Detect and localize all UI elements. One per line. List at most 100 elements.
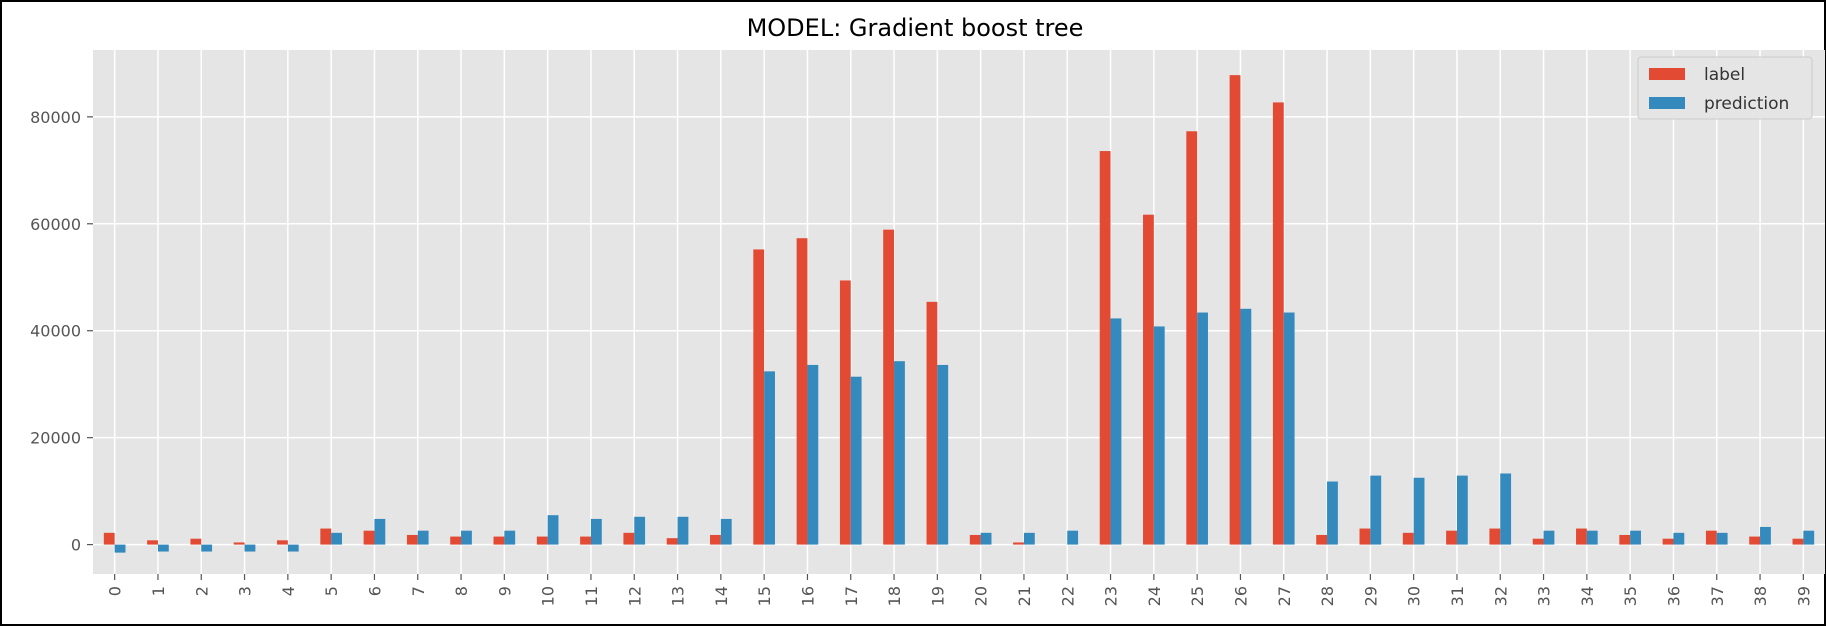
x-tick-label: 31 [1448, 586, 1467, 606]
x-tick-label: 27 [1275, 586, 1294, 606]
x-tick-label: 1 [149, 586, 168, 596]
bar-prediction-19 [937, 364, 949, 545]
bar-prediction-3 [244, 544, 256, 552]
bar-label-26 [1229, 75, 1241, 545]
x-tick-label: 6 [365, 586, 384, 596]
bar-label-6 [363, 530, 375, 545]
bar-prediction-31 [1456, 475, 1468, 545]
bar-prediction-29 [1370, 475, 1382, 545]
x-tick-label: 33 [1535, 586, 1554, 606]
bar-prediction-14 [720, 518, 732, 545]
x-tick-label: 4 [279, 586, 298, 596]
bar-prediction-37 [1716, 532, 1728, 545]
bar-label-14 [710, 534, 721, 545]
x-tick-label: 12 [625, 586, 644, 606]
x-tick-label: 38 [1751, 586, 1770, 606]
bar-label-3 [233, 542, 245, 545]
bar-label-9 [493, 536, 505, 545]
x-tick-label: 8 [452, 586, 471, 596]
bar-label-34 [1576, 528, 1587, 545]
bar-label-35 [1619, 534, 1631, 545]
x-tick-label: 9 [495, 586, 514, 596]
bar-prediction-10 [547, 515, 559, 545]
bar-prediction-36 [1673, 532, 1685, 545]
x-tick-label: 24 [1145, 586, 1164, 606]
x-tick-label: 17 [842, 586, 861, 606]
bar-label-18 [883, 229, 895, 545]
bar-label-23 [1099, 151, 1111, 545]
x-tick-label: 35 [1621, 586, 1640, 606]
bar-prediction-39 [1803, 530, 1815, 545]
x-tick-label: 13 [669, 586, 688, 606]
bar-prediction-20 [980, 532, 992, 545]
bar-label-2 [190, 538, 202, 545]
bar-prediction-6 [374, 518, 386, 545]
x-tick-label: 29 [1361, 586, 1380, 606]
bar-prediction-11 [590, 518, 602, 545]
bar-prediction-22 [1067, 530, 1079, 545]
x-tick-label: 21 [1015, 586, 1034, 606]
bar-label-28 [1316, 534, 1328, 545]
bar-prediction-34 [1586, 530, 1598, 545]
bar-prediction-25 [1197, 312, 1208, 545]
x-tick-label: 20 [972, 586, 991, 606]
bar-prediction-15 [764, 371, 775, 545]
bar-label-31 [1446, 530, 1457, 545]
bar-label-8 [450, 536, 462, 545]
x-tick-label: 34 [1578, 586, 1597, 606]
bar-prediction-38 [1760, 526, 1771, 545]
x-tick-label: 37 [1708, 586, 1727, 606]
bar-prediction-16 [807, 364, 819, 545]
bar-prediction-32 [1500, 473, 1512, 545]
bar-prediction-17 [850, 376, 862, 545]
legend-label-label: label [1704, 65, 1745, 85]
y-axis-ticks: 0 20000 40000 60000 80000 [30, 108, 93, 555]
bar-prediction-1 [157, 544, 169, 552]
bar-label-1 [147, 540, 158, 545]
x-tick-label: 0 [106, 586, 125, 596]
bar-prediction-9 [504, 530, 516, 545]
legend-swatch-label [1649, 68, 1685, 80]
y-tick-label: 20000 [30, 429, 81, 448]
x-tick-label: 30 [1405, 586, 1424, 606]
x-tick-label: 32 [1491, 586, 1510, 606]
x-tick-label: 18 [885, 586, 904, 606]
bar-label-36 [1662, 538, 1674, 545]
x-tick-label: 7 [409, 586, 428, 596]
x-axis-ticks: 0 1 2 3 4 5 6 7 8 9 10 11 12 13 14 15 16 17 18 19 20 21 22 23 24… [106, 574, 1813, 606]
bar-prediction-12 [634, 516, 646, 545]
bar-prediction-7 [417, 530, 429, 545]
bar-prediction-0 [114, 544, 126, 553]
bar-label-37 [1705, 530, 1717, 545]
x-tick-label: 2 [192, 586, 211, 596]
bar-label-38 [1749, 536, 1761, 545]
x-tick-label: 26 [1231, 586, 1250, 606]
bar-label-11 [580, 536, 591, 545]
x-tick-label: 16 [798, 586, 817, 606]
bar-label-10 [536, 536, 548, 545]
bars [103, 75, 1815, 553]
bar-label-15 [753, 249, 765, 545]
plot-area [93, 50, 1825, 574]
bar-label-27 [1272, 102, 1284, 545]
y-tick-label: 40000 [30, 322, 81, 341]
x-tick-label: 11 [582, 586, 601, 606]
bar-label-30 [1402, 532, 1414, 545]
x-tick-label: 19 [928, 586, 947, 606]
bar-label-17 [839, 280, 851, 545]
bar-label-33 [1532, 538, 1544, 545]
bar-prediction-2 [201, 544, 213, 552]
x-tick-label: 15 [755, 586, 774, 606]
x-tick-label: 5 [322, 586, 341, 596]
bar-prediction-18 [894, 361, 905, 545]
bar-label-5 [320, 528, 332, 545]
bar-label-7 [406, 534, 418, 545]
bar-label-16 [796, 238, 808, 545]
bar-prediction-24 [1153, 326, 1165, 545]
x-tick-label: 3 [236, 586, 255, 596]
bar-label-13 [666, 538, 678, 545]
bar-prediction-23 [1110, 318, 1122, 545]
bar-prediction-35 [1630, 530, 1641, 545]
x-tick-label: 28 [1318, 586, 1337, 606]
